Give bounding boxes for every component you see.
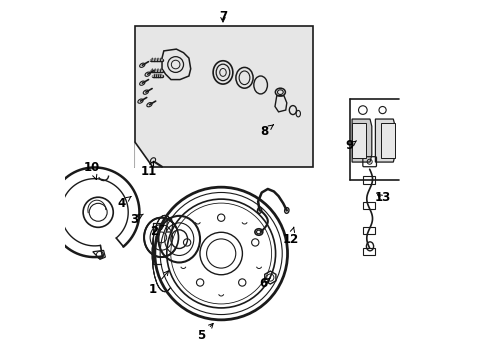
Text: 7: 7 bbox=[219, 10, 226, 23]
Text: 13: 13 bbox=[374, 192, 390, 204]
Text: 1: 1 bbox=[149, 271, 168, 296]
Text: 6: 6 bbox=[259, 278, 270, 291]
Text: 8: 8 bbox=[260, 125, 273, 138]
Polygon shape bbox=[135, 142, 153, 167]
Polygon shape bbox=[351, 123, 365, 158]
Text: 9: 9 bbox=[345, 139, 356, 152]
Text: 3: 3 bbox=[130, 213, 143, 226]
Text: 11: 11 bbox=[140, 161, 156, 177]
Bar bbox=[362, 202, 375, 209]
Polygon shape bbox=[375, 119, 394, 162]
Text: 5: 5 bbox=[197, 323, 213, 342]
Text: 10: 10 bbox=[84, 161, 100, 180]
Polygon shape bbox=[380, 123, 394, 158]
Bar bbox=[362, 176, 375, 184]
Bar bbox=[135, 26, 312, 167]
Bar bbox=[362, 248, 375, 255]
Bar bbox=[362, 226, 375, 234]
Text: 4: 4 bbox=[118, 197, 131, 210]
Text: 2: 2 bbox=[149, 225, 163, 238]
Text: 12: 12 bbox=[282, 227, 298, 246]
Polygon shape bbox=[351, 119, 371, 162]
